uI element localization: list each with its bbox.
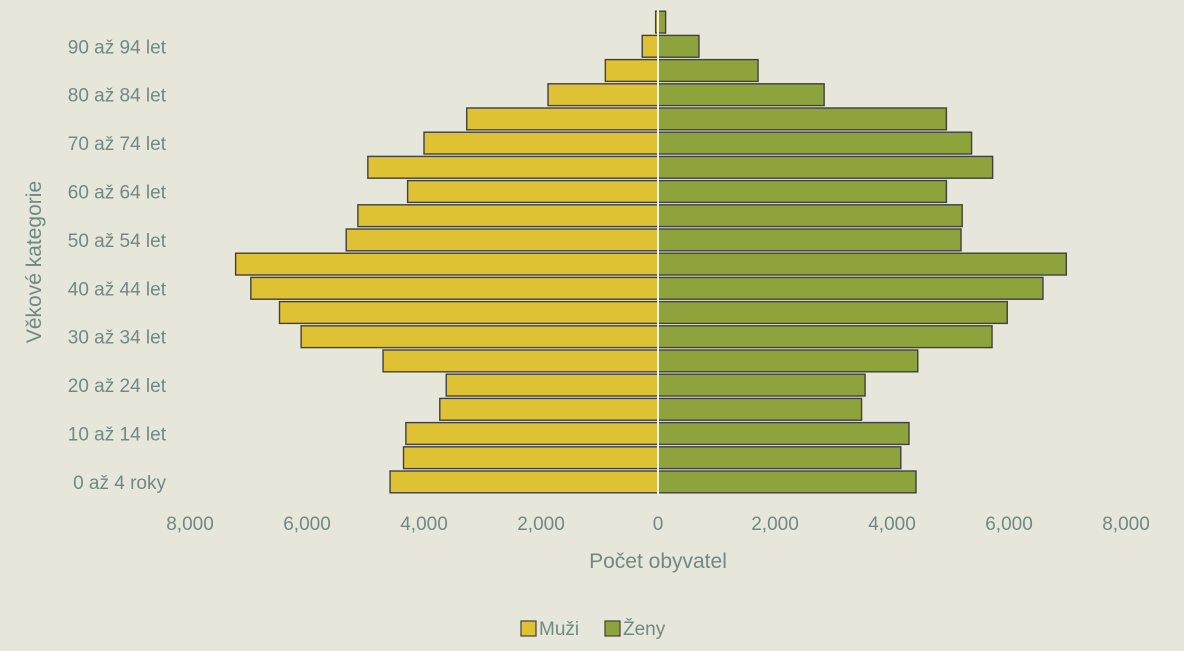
bar-muzi-18 [641, 34, 659, 58]
x-axis-title: Počet obyvatel [589, 550, 727, 573]
bar-muzi-5 [382, 349, 659, 373]
bar-zeny-19 [657, 10, 667, 34]
bar-muzi-12 [406, 179, 659, 204]
bar-zeny-10 [657, 228, 962, 252]
legend-swatch-muzi [520, 620, 537, 637]
bars-group [234, 10, 1068, 494]
category-label: 10 až 14 let [68, 425, 167, 446]
bar-muzi-6 [300, 325, 659, 349]
x-tick-label: 4,000 [400, 514, 448, 535]
x-tick-label: 0 [653, 514, 664, 535]
bar-zeny-5 [657, 349, 919, 373]
bar-muzi-17 [604, 58, 659, 83]
bar-muzi-8 [250, 276, 659, 300]
category-label: 40 až 44 let [68, 279, 167, 300]
bar-zeny-17 [657, 58, 759, 83]
bar-zeny-15 [657, 107, 948, 131]
bar-zeny-16 [657, 83, 825, 107]
bar-zeny-2 [657, 421, 910, 446]
bar-muzi-4 [445, 373, 659, 397]
bar-muzi-16 [547, 83, 659, 107]
bar-zeny-13 [657, 155, 994, 179]
y-axis-title: Věkové kategorie [23, 181, 46, 343]
bar-zeny-6 [657, 325, 993, 349]
legend-label: Ženy [623, 618, 666, 640]
x-tick-labels: 8,000 6,000 4,000 2,000 0 2,000 4,000 6,000 8,00… [166, 514, 1150, 535]
category-label: 0 až 4 roky [73, 473, 166, 494]
bar-muzi-3 [439, 397, 659, 421]
x-tick-label: 2,000 [517, 514, 565, 535]
category-label: 50 až 54 let [68, 231, 167, 252]
x-tick-label: 8,000 [1102, 514, 1150, 535]
category-label: 30 až 34 let [68, 328, 167, 349]
category-label: 60 až 64 let [68, 183, 167, 204]
category-label: 20 až 24 let [68, 376, 167, 397]
bar-zeny-1 [657, 446, 902, 470]
bar-muzi-2 [405, 421, 659, 446]
bar-zeny-8 [657, 276, 1044, 300]
legend: Muži Ženy [520, 618, 666, 640]
x-tick-label: 2,000 [751, 514, 799, 535]
legend-label: Muži [539, 619, 579, 640]
bar-zeny-4 [657, 373, 866, 397]
bar-muzi-9 [234, 252, 659, 276]
bar-muzi-7 [278, 300, 659, 325]
legend-swatch-zeny [604, 620, 621, 637]
bar-zeny-11 [657, 204, 963, 228]
bar-zeny-9 [657, 252, 1068, 276]
bar-zeny-12 [657, 179, 948, 204]
category-labels: 0 až 4 roky 10 až 14 let 20 až 24 let 30 až… [68, 37, 167, 494]
category-label: 80 až 84 let [68, 86, 167, 107]
bar-muzi-1 [402, 446, 659, 470]
bar-muzi-13 [367, 155, 659, 179]
bar-muzi-11 [357, 204, 659, 228]
x-tick-label: 6,000 [283, 514, 331, 535]
bar-muzi-0 [389, 470, 659, 494]
bar-zeny-7 [657, 300, 1008, 325]
bar-muzi-14 [423, 131, 659, 155]
category-label: 70 až 74 let [68, 134, 167, 155]
bar-zeny-3 [657, 397, 863, 421]
bar-zeny-0 [657, 470, 917, 494]
bar-zeny-18 [657, 34, 700, 58]
x-tick-label: 4,000 [868, 514, 916, 535]
bar-muzi-10 [345, 228, 659, 252]
bar-zeny-14 [657, 131, 973, 155]
x-tick-label: 8,000 [166, 514, 214, 535]
category-label: 90 až 94 let [68, 37, 167, 58]
x-tick-label: 6,000 [985, 514, 1033, 535]
bar-muzi-15 [466, 107, 659, 131]
